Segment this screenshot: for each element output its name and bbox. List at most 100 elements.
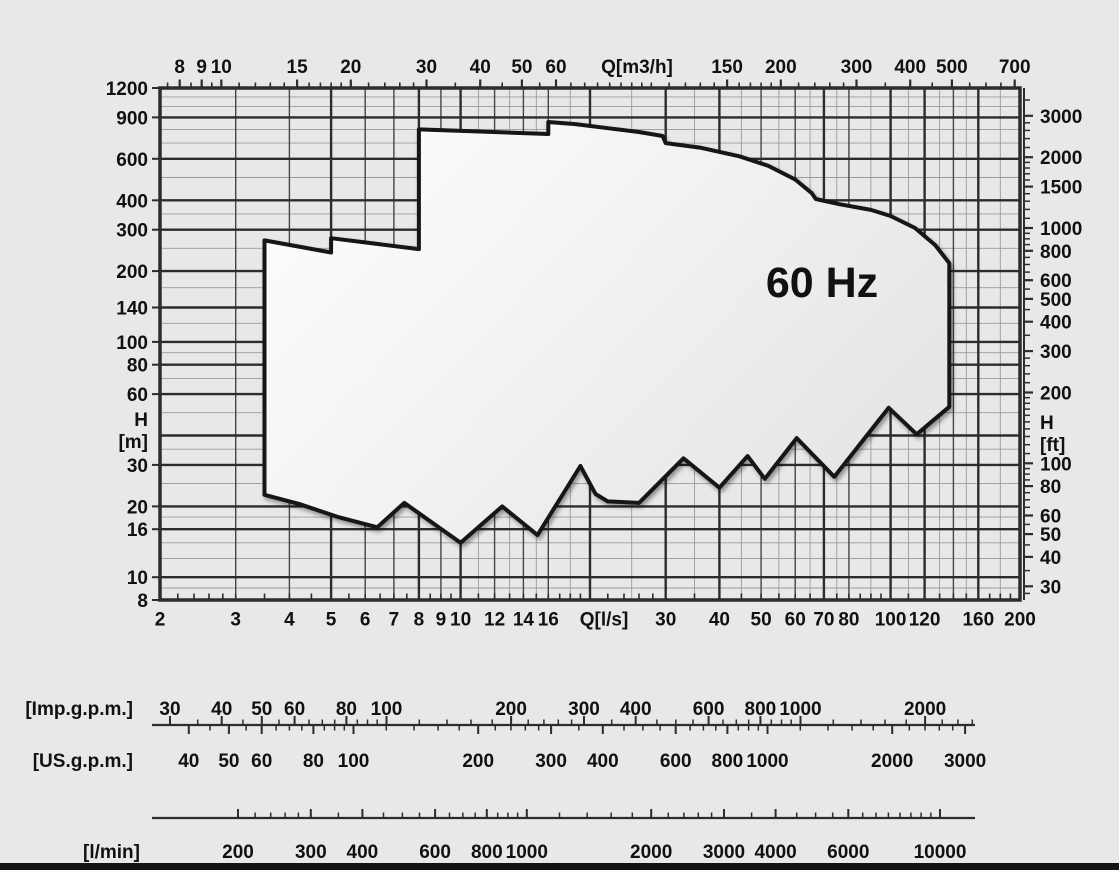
envelope-layer <box>262 120 952 545</box>
lmin-tick-label: 1000 <box>506 842 548 863</box>
bottom-tick-label: 10 <box>450 610 471 631</box>
bottom-tick-label: 7 <box>389 610 400 631</box>
bottom-tick-label: 16 <box>538 610 559 631</box>
imp-gpm-tick-label: 300 <box>568 699 600 720</box>
lmin-tick-label: 600 <box>419 842 451 863</box>
right-tick-label: 500 <box>1040 290 1072 311</box>
us-gpm-tick-label: 600 <box>660 751 692 772</box>
top-tick-label: 300 <box>841 57 873 78</box>
top-tick-label: 500 <box>936 57 968 78</box>
lmin-tick-label: 6000 <box>827 842 869 863</box>
left-tick-label: 100 <box>116 333 148 354</box>
left-tick-label: 16 <box>127 520 148 541</box>
top-tick-label: 700 <box>999 57 1031 78</box>
left-tick-label: 1200 <box>106 79 148 100</box>
frequency-label: 60 Hz <box>766 259 878 307</box>
lmin-tick-label: 2000 <box>630 842 672 863</box>
top-tick-label: 60 <box>545 57 566 78</box>
axis-top-m3h: 8 9 10 15 20 30 40 50 60 150 200 300 400 500 700 Q[m3/h… <box>166 57 1031 87</box>
bottom-tick-label: 14 <box>513 610 535 631</box>
right-tick-label: 100 <box>1040 454 1072 475</box>
imp-gpm-tick-label: 600 <box>693 699 725 720</box>
bottom-tick-label: 4 <box>284 610 295 631</box>
bottom-tick-label: 2 <box>155 610 166 631</box>
left-tick-label: 20 <box>127 497 148 518</box>
operating-envelope <box>262 120 952 545</box>
imp-gpm-tick-label: 30 <box>159 699 180 720</box>
right-tick-label: 400 <box>1040 313 1072 334</box>
lmin-tick-label: 3000 <box>703 842 745 863</box>
top-tick-label: 30 <box>416 57 437 78</box>
left-tick-label: 60 <box>127 385 148 406</box>
us-gpm-tick-label: 100 <box>338 751 370 772</box>
bottom-tick-label: 70 <box>813 610 834 631</box>
right-tick-label: 300 <box>1040 342 1072 363</box>
top-axis-unit-label: Q[m3/h] <box>601 57 673 78</box>
top-tick-label: 50 <box>511 57 532 78</box>
us-gpm-tick-label: 800 <box>712 751 744 772</box>
us-gpm-tick-label: 200 <box>462 751 494 772</box>
right-axis-unit-label: H <box>1040 413 1054 434</box>
left-tick-label: 200 <box>116 262 148 283</box>
lmin-tick-label: 300 <box>295 842 327 863</box>
imp-gpm-tick-label: 50 <box>251 699 272 720</box>
us-gpm-tick-label: 80 <box>303 751 324 772</box>
lmin-scale-label: [l/min] <box>83 842 140 863</box>
imp-gpm-tick-label: 60 <box>284 699 305 720</box>
right-tick-label: 2000 <box>1040 148 1082 169</box>
bottom-tick-label: 200 <box>1004 610 1036 631</box>
lmin-tick-label: 800 <box>471 842 503 863</box>
bottom-tick-label: 80 <box>838 610 859 631</box>
left-tick-label: 80 <box>127 356 148 377</box>
us-gpm-tick-label: 2000 <box>871 751 913 772</box>
imp-gpm-tick-label: 40 <box>211 699 232 720</box>
us-gpm-scale-label: [US.g.p.m.] <box>33 751 133 772</box>
bottom-tick-label: 120 <box>909 610 941 631</box>
bottom-tick-label: 5 <box>326 610 337 631</box>
top-tick-label: 150 <box>711 57 743 78</box>
left-tick-label: 600 <box>116 150 148 171</box>
bottom-edge-bar <box>0 863 1119 870</box>
bottom-tick-label: 12 <box>484 610 505 631</box>
bottom-tick-label: 9 <box>436 610 447 631</box>
top-tick-label: 20 <box>340 57 361 78</box>
us-gpm-tick-label: 400 <box>587 751 619 772</box>
right-tick-label: 80 <box>1040 477 1061 498</box>
imp-gpm-tick-label: 80 <box>336 699 357 720</box>
left-tick-label: 400 <box>116 191 148 212</box>
right-tick-label: 200 <box>1040 384 1072 405</box>
bottom-tick-label: 60 <box>785 610 806 631</box>
top-tick-label: 40 <box>470 57 491 78</box>
imp-gpm-tick-label: 100 <box>371 699 403 720</box>
right-tick-label: 600 <box>1040 271 1072 292</box>
imp-gpm-tick-label: 2000 <box>904 699 946 720</box>
left-tick-label: 30 <box>127 456 148 477</box>
us-gpm-tick-label: 40 <box>178 751 199 772</box>
top-tick-label: 400 <box>894 57 926 78</box>
top-tick-label: 15 <box>287 57 309 78</box>
us-gpm-tick-label: 300 <box>535 751 567 772</box>
bottom-tick-label: 3 <box>230 610 241 631</box>
right-tick-label: 1000 <box>1040 219 1082 240</box>
left-axis-unit-label: [m] <box>118 432 148 453</box>
lmin-tick-label: 200 <box>222 842 254 863</box>
bottom-tick-label: 40 <box>709 610 730 631</box>
bottom-tick-label: 30 <box>655 610 676 631</box>
imp-gpm-tick-label: 200 <box>495 699 527 720</box>
right-tick-label: 40 <box>1040 548 1061 569</box>
top-tick-label: 9 <box>196 57 207 78</box>
left-tick-label: 140 <box>116 299 148 320</box>
axis-bottom-ls: 2 3 4 5 6 7 8 9 10 12 14 16 30 40 50 60 70 80 100 120 160 200… <box>155 593 1036 631</box>
imp-gpm-tick-label: 800 <box>745 699 777 720</box>
right-tick-label: 1500 <box>1040 178 1082 199</box>
bottom-tick-label: 100 <box>875 610 907 631</box>
us-gpm-tick-label: 50 <box>218 751 239 772</box>
bottom-axis-unit-label: Q[l/s] <box>580 610 629 631</box>
bottom-tick-label: 160 <box>962 610 994 631</box>
imp-gpm-scale-label: [Imp.g.p.m.] <box>25 699 133 720</box>
right-tick-label: 30 <box>1040 577 1061 598</box>
